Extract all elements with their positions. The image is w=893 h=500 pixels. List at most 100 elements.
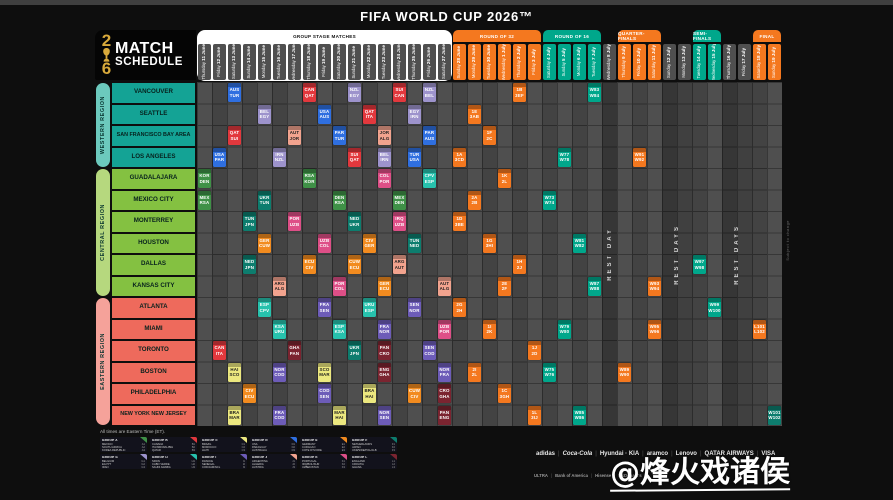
match-cell: 1J 2D [528,341,541,361]
match-cell: MAR HAI [333,405,346,425]
group-team-row: ARGENTINA J1 [252,459,295,463]
match-cell: L101 L102 [753,319,766,339]
venue-row-label: NEW YORK NEW JERSEY [112,405,195,425]
match-cell: ARG ALG [273,276,286,296]
date-column-header: Thursday 11 June [198,44,211,80]
match-cell: CRO GHA [438,384,451,404]
match-cell: NED JPN [243,255,256,275]
match-cell: ESP CPV [258,298,271,318]
venue-row-labels: WESTERN REGION VANCOUVER SEATTLE SAN FRANCI… [96,82,196,426]
venue-row-label: BOSTON [112,362,195,382]
date-column-header: Saturday 27 June [438,44,451,80]
match-cell: ESP KSA [333,319,346,339]
date-column-header: Saturday 11 July [648,44,661,80]
match-cell: JOR ALG [378,126,391,146]
match-cell: UKR TUN [258,190,271,210]
match-cell: 1A 3CD [453,147,466,167]
date-column-header: Friday 10 July [633,44,646,80]
phase-band: FINAL [753,30,781,42]
match-cell: W91 W92 [633,147,646,167]
group-box-j: GROUP JARGENTINAJ1ALGERIAJ2AUSTRIAJ3JORD… [250,454,297,469]
sponsor-logo-ultra: ULTRA [534,473,548,478]
group-box-g: GROUP GBELGIUMG1EGYPTG2IRANG3NEW ZEALAND… [100,454,147,469]
group-team-row: AUSTRALIA D3 [252,448,295,452]
date-column-header: Monday 15 June [258,44,271,80]
group-team-row: IRAN G3 [102,465,145,469]
match-cell: GHA PAN [288,341,301,361]
group-team-row: CURACAO E2 [302,445,345,449]
date-column-header: Monday 6 July [573,44,586,80]
group-team-row: COTE D'IVOIRE E3 [302,448,345,452]
group-team-row: KOREA REPUBLIC A3 [102,448,145,452]
match-cell: W97 W98 [693,255,706,275]
match-cell: QAT SUI [228,126,241,146]
match-cell: BRA HAI [363,384,376,404]
date-column-header: Monday 22 June [363,44,376,80]
sponsor-logo-lenovo: Lenovo [675,451,697,457]
date-column-header: Sunday 12 July [663,44,676,80]
group-color-wedge [240,454,247,460]
date-column-header: Sunday 28 June [453,44,466,80]
sponsor-logo-mcdonald-s: McDonald's [618,473,642,478]
date-column-header: Tuesday 23 June [378,44,391,80]
match-cell: RSA KOR [303,169,316,189]
group-team-row: HAITI C3 [202,448,245,452]
match-cell: SUI QAT [348,147,361,167]
match-cell: 1L 3IJ [528,405,541,425]
venue-row-label: GUADALAJARA [112,169,195,189]
match-cell: W95 W96 [648,319,661,339]
date-column-header: Friday 17 July [738,44,751,80]
group-name: GROUP I [202,455,217,459]
date-column-header: Tuesday 14 July [693,44,706,80]
date-column-header: Saturday 20 June [333,44,346,80]
group-box-e: GROUP E GERMANY E1 CURACAO E2 COTE D'IVOIRE E3… [300,437,347,452]
date-column-header: Thursday 18 June [303,44,316,80]
match-cell: POR COL [333,276,346,296]
match-cell: W73 W74 [543,190,556,210]
match-cell: UKR JPN [348,341,361,361]
phase-band: GROUP STAGE MATCHES [293,33,356,39]
match-cell: GER CUW [258,233,271,253]
group-color-wedge [190,454,197,460]
match-cell: 1F 2C [483,126,496,146]
venue-row-label: HOUSTON [112,233,195,253]
group-color-wedge [190,437,197,443]
venue-row-label: VANCOUVER [112,83,195,103]
schedule-grid: REST DAY REST DAYS REST DAYS AUS TUR CAN QAT NZ… [197,82,782,426]
group-name: GROUP C [202,438,218,442]
logo-year: 2 6 [101,31,112,78]
match-cell: SEN NOR [408,298,421,318]
match-cell: W93 W94 [648,276,661,296]
match-cell: QAT ITA [363,104,376,124]
date-column-header: Saturday 18 July [753,44,766,80]
group-color-wedge [390,454,397,460]
rest-days-band: REST DAYS [722,82,752,426]
group-box-b: GROUP BCANADAB1ITA/NIR/WAL/BIHB2QATARB3S… [150,437,197,452]
match-cell: W87 W88 [588,276,601,296]
venue-row-label: MIAMI [112,319,195,339]
match-cell: CAN QAT [303,83,316,103]
sponsor-logos-row-1: adidas | Coca-Cola | Hyundai · KIA | aramco | Le… [536,451,776,457]
match-cell: USA PAR [213,147,226,167]
date-column-header: Wednesday 8 July [603,44,616,80]
match-cell: 1D 3BE [453,212,466,232]
group-team-row: ENGLAND L1 [352,459,395,463]
phase-band: ROUND OF 32 [453,30,541,42]
match-cell: TUN NED [408,233,421,253]
venue-row-label: LOS ANGELES [112,147,195,167]
match-cell: FRA NOR [378,319,391,339]
group-name: GROUP E [302,438,318,442]
match-cell: PAR AUS [423,126,436,146]
match-cell: PAN CRO [378,341,391,361]
match-cell: 2G 2H [453,298,466,318]
venue-row-label: SAN FRANCISCO BAY AREA [112,126,195,146]
match-cell: UZB COL [318,233,331,253]
group-name: GROUP L [352,455,368,459]
venue-row-label: TORONTO [112,341,195,361]
group-box-h: GROUP H SPAIN H1 CABO VERDE H2 SAUDI ARABIA H3… [150,454,197,469]
match-cell: 1G 3HI [483,233,496,253]
match-cell: SEN COD [423,341,436,361]
group-team-row: USA D1 [252,442,295,446]
group-team-row: GHANA L3 [352,465,395,469]
match-cell: BEL EGY [258,104,271,124]
